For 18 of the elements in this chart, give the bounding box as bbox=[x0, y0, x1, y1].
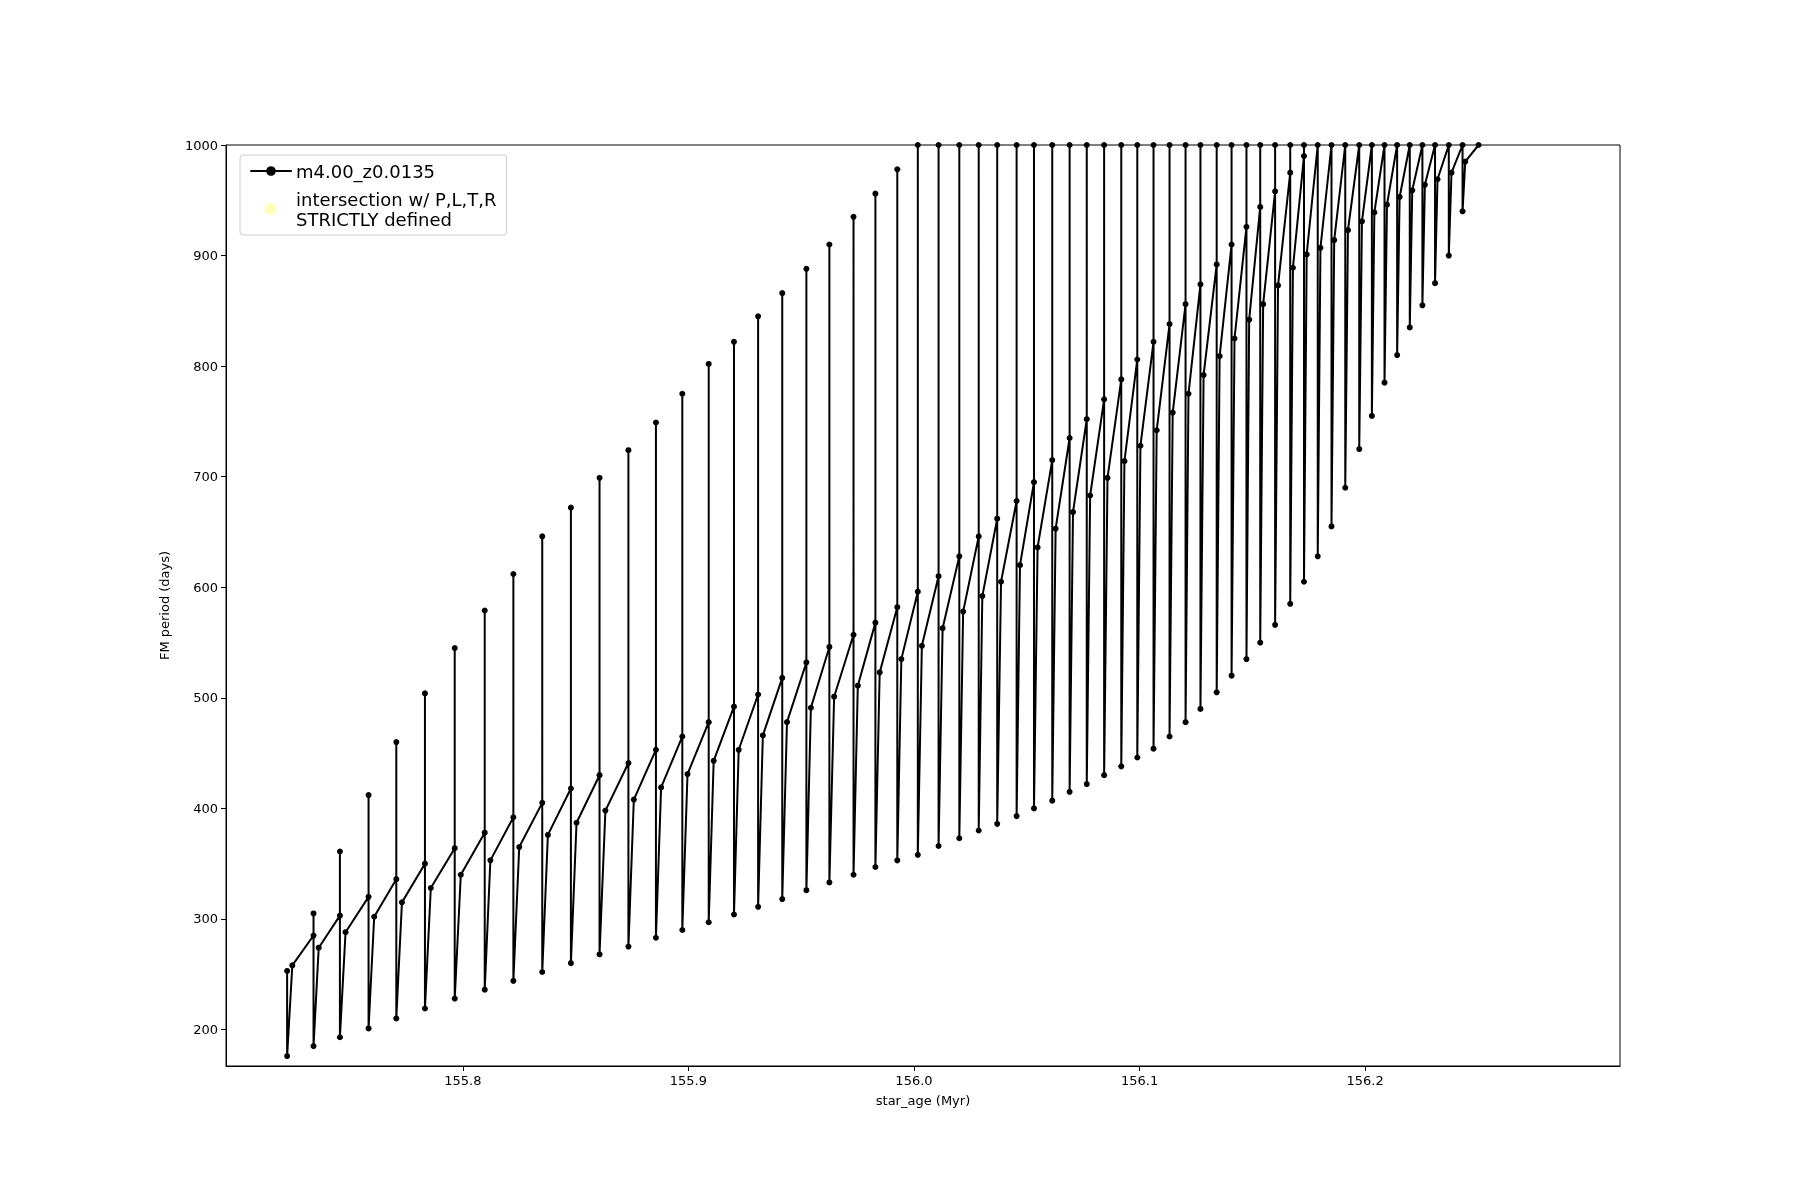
x-tick-label: 156.1 bbox=[1120, 1073, 1159, 1088]
x-axis-title: star_age (Myr) bbox=[875, 1093, 971, 1108]
y-tick-label: 800 bbox=[193, 358, 218, 374]
y-tick-label: 900 bbox=[193, 248, 218, 264]
y-tick-label: 600 bbox=[193, 579, 218, 595]
y-tick-label: 200 bbox=[193, 1022, 218, 1038]
y-tick-label: 700 bbox=[193, 469, 218, 485]
x-tick-label: 156.0 bbox=[895, 1073, 933, 1088]
x-tick-label: 155.9 bbox=[669, 1073, 708, 1088]
x-tick-label: 155.8 bbox=[444, 1073, 482, 1088]
y-tick-label: 400 bbox=[193, 800, 218, 816]
y-axis-title: FM period (days) bbox=[157, 550, 172, 661]
legend-label: m4.00_z0.0135 bbox=[296, 160, 436, 183]
x-tick-label: 156.2 bbox=[1346, 1073, 1384, 1088]
y-tick-label: 500 bbox=[193, 690, 218, 706]
legend-label: intersection w/ P,L,T,R STRICTLY defined bbox=[296, 188, 497, 230]
y-tick-label: 300 bbox=[193, 911, 218, 927]
y-tick-label: 1000 bbox=[184, 137, 218, 153]
